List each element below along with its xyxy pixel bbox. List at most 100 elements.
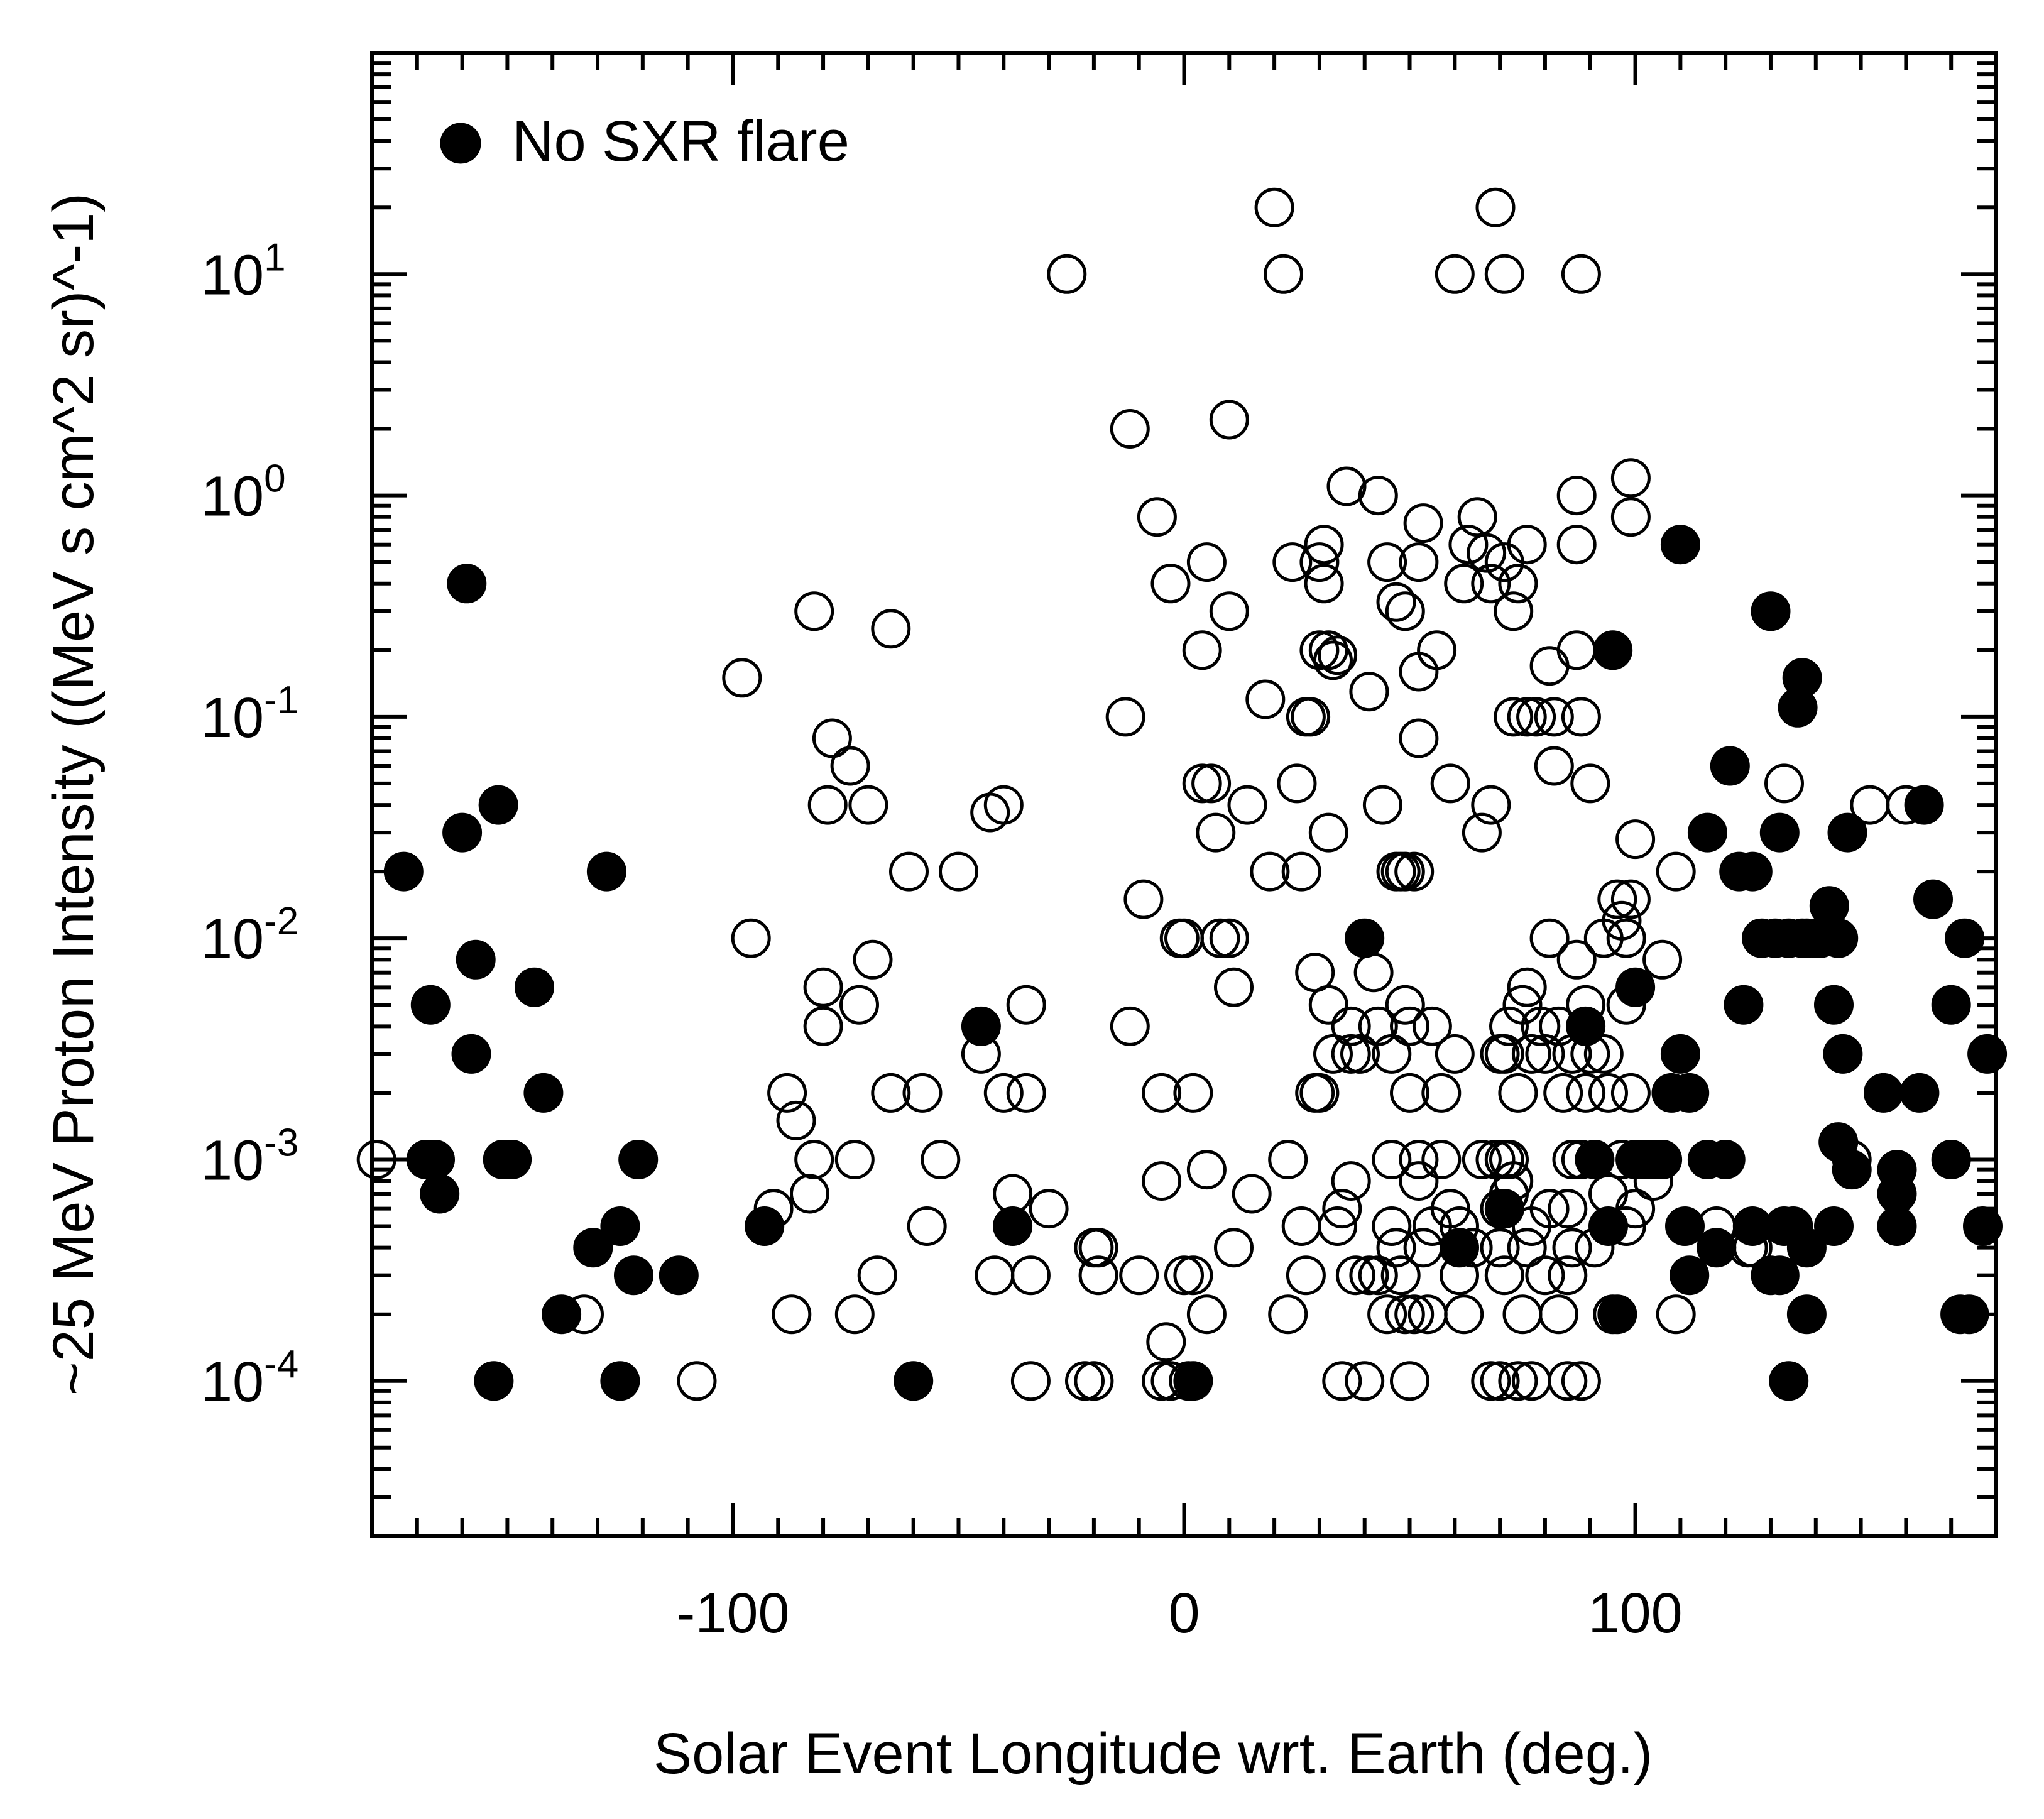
- open-point: [1372, 1034, 1412, 1074]
- open-point: [1494, 1161, 1534, 1201]
- open-point: [1150, 1361, 1191, 1401]
- y-tick-label: 10-4: [201, 1343, 298, 1414]
- filled-point: [542, 1294, 582, 1335]
- open-point: [1494, 697, 1534, 737]
- open-point: [1029, 1189, 1069, 1229]
- open-point: [983, 1073, 1024, 1113]
- filled-point: [442, 812, 483, 853]
- filled-point: [1759, 1255, 1800, 1296]
- open-point: [830, 746, 870, 786]
- filled-point: [1759, 812, 1800, 853]
- open-point: [889, 851, 929, 892]
- filled-point: [1705, 1140, 1746, 1179]
- open-point: [1367, 1294, 1407, 1335]
- filled-point: [478, 785, 518, 825]
- open-point: [1304, 564, 1344, 604]
- open-point: [871, 609, 911, 649]
- open-point: [1475, 187, 1516, 227]
- open-point: [1281, 1206, 1321, 1246]
- open-point: [1123, 879, 1164, 919]
- open-point: [807, 785, 848, 825]
- open-point: [1078, 1255, 1118, 1296]
- open-point: [1182, 630, 1222, 670]
- open-point: [1602, 900, 1642, 941]
- filled-point: [1732, 851, 1773, 892]
- open-point: [1548, 1189, 1588, 1229]
- open-point: [1606, 985, 1646, 1025]
- open-point: [803, 1006, 843, 1046]
- open-point: [1494, 591, 1534, 631]
- open-point: [970, 792, 1010, 833]
- open-point: [1507, 525, 1547, 565]
- open-point: [1010, 1361, 1051, 1401]
- open-point: [1006, 1073, 1046, 1113]
- open-point: [1615, 1189, 1656, 1229]
- open-point: [983, 785, 1024, 825]
- open-point: [1886, 785, 1926, 825]
- y-tick-label: 100: [201, 457, 286, 528]
- open-point: [1010, 1255, 1051, 1296]
- open-point: [1656, 851, 1696, 892]
- open-point: [1502, 1294, 1543, 1335]
- filled-point: [1593, 630, 1633, 670]
- open-point: [803, 967, 843, 1007]
- filled-point: [1913, 879, 1953, 919]
- filled-point: [1786, 1294, 1827, 1335]
- open-point: [1786, 918, 1827, 958]
- open-point: [1629, 1140, 1669, 1179]
- open-point: [1358, 476, 1398, 516]
- filled-point: [1687, 812, 1727, 853]
- open-point: [1556, 476, 1597, 516]
- open-point: [1457, 497, 1497, 537]
- legend-filled-circle-icon: [440, 123, 481, 164]
- open-point: [1610, 458, 1651, 498]
- open-point: [1421, 1073, 1462, 1113]
- filled-point: [1967, 1034, 2008, 1074]
- open-point: [1471, 785, 1511, 825]
- open-point: [1313, 1034, 1353, 1074]
- open-point: [1484, 1255, 1524, 1296]
- open-point: [753, 1189, 794, 1229]
- open-point: [1385, 1294, 1425, 1335]
- open-point: [1534, 697, 1574, 737]
- y-axis-title: ~25 MeV Proton Intensity ((MeV s cm^2 sr…: [41, 193, 106, 1396]
- filled-point: [1931, 1140, 1971, 1179]
- open-point: [834, 1294, 875, 1335]
- open-point: [993, 1174, 1033, 1214]
- open-point: [1462, 812, 1502, 853]
- open-point: [1362, 785, 1402, 825]
- x-tick-labels: -100 0 100: [676, 1582, 1682, 1645]
- filled-point: [1670, 1073, 1710, 1113]
- open-point: [1394, 851, 1435, 892]
- filled-point: [474, 1361, 514, 1401]
- filled-point: [515, 967, 554, 1007]
- open-point: [1250, 851, 1290, 892]
- open-point: [1209, 400, 1249, 440]
- open-point: [1440, 1255, 1479, 1296]
- open-point: [1588, 1073, 1628, 1113]
- open-point: [1440, 1206, 1479, 1246]
- open-point: [1633, 1161, 1673, 1201]
- x-tick-label: 100: [1588, 1582, 1682, 1645]
- open-point: [1200, 918, 1240, 958]
- filled-point: [1660, 525, 1700, 565]
- filled-point: [993, 1206, 1033, 1246]
- open-point: [1349, 1255, 1389, 1296]
- open-point: [1340, 1034, 1380, 1074]
- filled-point: [1814, 1206, 1854, 1246]
- y-tick-label: 10-3: [201, 1121, 298, 1192]
- open-point: [1435, 254, 1475, 294]
- filled-point: [451, 1034, 491, 1074]
- open-point: [1006, 985, 1046, 1025]
- filled-point: [420, 1174, 460, 1214]
- filled-point: [1814, 985, 1854, 1025]
- open-point: [1209, 591, 1249, 631]
- open-point: [1539, 1294, 1578, 1335]
- open-point: [356, 1140, 396, 1179]
- open-point: [1142, 1161, 1182, 1201]
- open-point: [1254, 187, 1294, 227]
- y-tick-label: 10-1: [201, 679, 298, 750]
- filled-point: [659, 1255, 699, 1296]
- open-point: [1105, 697, 1145, 737]
- filled-point: [1963, 1206, 2003, 1246]
